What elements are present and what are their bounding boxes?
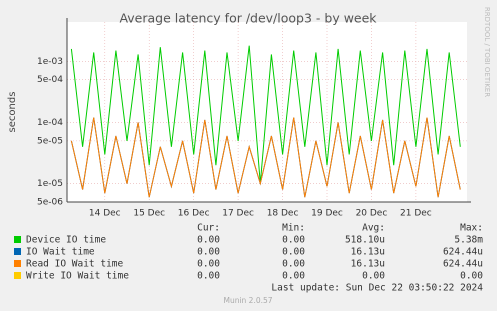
stat-header: Cur: bbox=[197, 223, 220, 234]
stat-value: 0.00 bbox=[282, 259, 305, 270]
x-tick-label: 17 Dec bbox=[222, 209, 254, 219]
stat-value: 624.44u bbox=[443, 259, 483, 270]
marks bbox=[70, 45, 461, 198]
side-label: RRDTOOL / TOBI OETIKER bbox=[483, 7, 491, 97]
y-tick-label: 1e-03 bbox=[37, 57, 63, 67]
plot-area bbox=[67, 22, 467, 202]
legend-label: Device IO time bbox=[26, 235, 106, 246]
last-update: Last update: Sun Dec 22 03:50:22 2024 bbox=[271, 283, 483, 294]
stat-value: 0.00 bbox=[362, 271, 385, 282]
legend-swatch bbox=[14, 248, 21, 255]
stat-value: 0.00 bbox=[282, 235, 305, 246]
series-line bbox=[70, 45, 461, 184]
stat-value: 0.00 bbox=[197, 235, 220, 246]
chart-title: Average latency for /dev/loop3 - by week bbox=[119, 11, 377, 26]
stat-value: 0.00 bbox=[197, 259, 220, 270]
x-tick-label: 21 Dec bbox=[400, 209, 432, 219]
series-line bbox=[70, 117, 461, 198]
x-tick-label: 20 Dec bbox=[356, 209, 388, 219]
y-tick-label: 5e-05 bbox=[37, 136, 63, 146]
stat-value: 624.44u bbox=[443, 247, 483, 258]
footer: Munin 2.0.57 bbox=[223, 296, 272, 305]
stat-value: 518.10u bbox=[345, 235, 385, 246]
stat-value: 5.38m bbox=[454, 235, 483, 246]
y-tick-label: 5e-04 bbox=[37, 75, 63, 85]
stat-value: 0.00 bbox=[282, 247, 305, 258]
legend-swatch bbox=[14, 272, 21, 279]
legend-swatch bbox=[14, 260, 21, 267]
stat-value: 16.13u bbox=[351, 259, 385, 270]
stat-value: 0.00 bbox=[460, 271, 483, 282]
y-tick-label: 1e-05 bbox=[37, 179, 63, 189]
y-axis-label: seconds bbox=[7, 92, 18, 133]
x-tick-label: 16 Dec bbox=[178, 209, 210, 219]
x-tick-label: 19 Dec bbox=[311, 209, 343, 219]
stat-value: 0.00 bbox=[282, 271, 305, 282]
legend-label: Read IO Wait time bbox=[26, 259, 124, 270]
stat-value: 0.00 bbox=[197, 247, 220, 258]
stat-value: 0.00 bbox=[197, 271, 220, 282]
y-tick-label: 5e-06 bbox=[37, 198, 63, 208]
legend-label: IO Wait time bbox=[26, 247, 95, 258]
legend: Cur: Min: Avg: Max:Device IO time 0.00 0.00 51… bbox=[14, 223, 483, 282]
legend-label: Write IO Wait time bbox=[26, 271, 129, 282]
y-tick-label: 1e-04 bbox=[37, 118, 63, 128]
stat-value: 16.13u bbox=[351, 247, 385, 258]
legend-swatch bbox=[14, 236, 21, 243]
x-tick-label: 18 Dec bbox=[267, 209, 299, 219]
x-tick-label: 14 Dec bbox=[89, 209, 121, 219]
stat-header: Avg: bbox=[362, 223, 385, 234]
stat-header: Max: bbox=[460, 223, 483, 234]
stat-header: Min: bbox=[282, 223, 305, 234]
x-tick-label: 15 Dec bbox=[133, 209, 165, 219]
grid bbox=[67, 22, 467, 203]
